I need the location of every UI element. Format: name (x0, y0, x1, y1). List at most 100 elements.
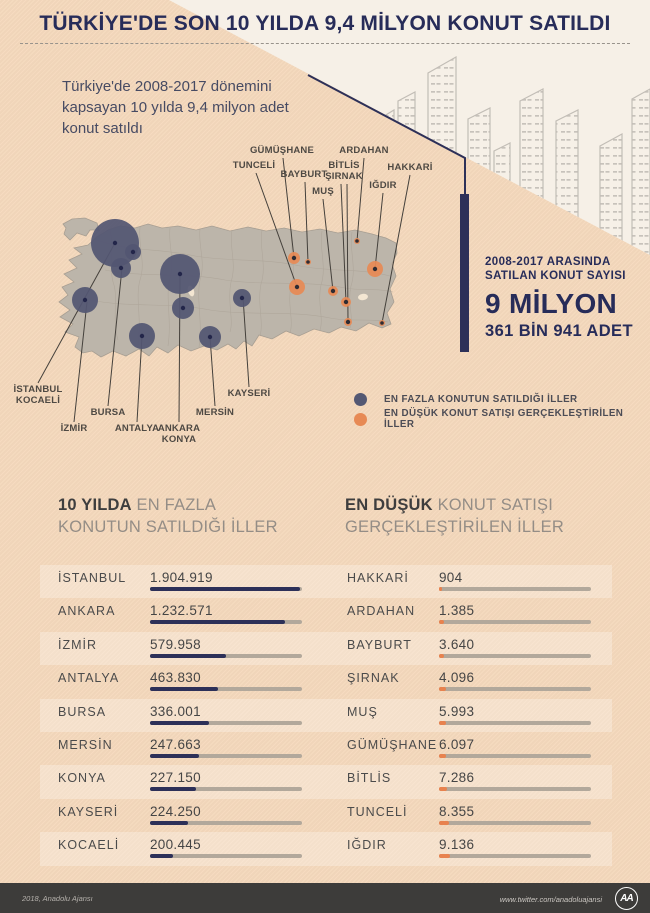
table-row: MUŞ 5.993 (347, 700, 609, 733)
city-bubbles (72, 219, 385, 349)
leader-line-tunceli (255, 172, 298, 288)
row-bar-fill (150, 720, 210, 725)
leader-line-kayseri (242, 296, 250, 388)
lake-van (358, 293, 368, 301)
row-value: 224.250 (150, 803, 201, 819)
row-value: 200.445 (150, 837, 201, 853)
leader-line-gumushane (282, 157, 295, 259)
table-header-least-rest: KONUT SATIŞI (432, 496, 554, 514)
row-value: 3.640 (439, 636, 475, 652)
thrace-region (62, 217, 100, 241)
row-bar-track (439, 854, 591, 859)
table-row: ANTALYA 463.830 (58, 666, 320, 699)
table-row: BURSA 336.001 (58, 700, 320, 733)
leader-line-mus (322, 198, 334, 292)
map-city-label: ANKARA KONYA (157, 423, 201, 445)
pointer-line (307, 74, 466, 194)
table-header-most-line2: KONUTUN SATILDIĞI İLLER (58, 518, 278, 536)
row-city-label: İSTANBUL (58, 571, 127, 585)
table-row: KAYSERİ 224.250 (58, 800, 320, 833)
table-row: İSTANBUL 1.904.919 (58, 566, 320, 599)
bubble-center-dot (118, 265, 124, 271)
row-city-label: TUNCELİ (347, 804, 408, 819)
stat-value-secondary: 361 BİN 941 ADET (485, 322, 633, 340)
row-bar-fill (150, 787, 196, 792)
map-city-label: ARDAHAN (339, 145, 389, 156)
map-city-label: BURSA (90, 407, 126, 418)
map-city-label: GÜMÜŞHANE (249, 145, 315, 156)
table-row: GÜMÜŞHANE 6.097 (347, 733, 609, 766)
bubble-center-dot (343, 299, 349, 305)
row-bar-track (150, 787, 302, 792)
table-row: BAYBURT 3.640 (347, 633, 609, 666)
bubble-center-dot (207, 334, 213, 340)
aa-logo-icon: AA (615, 887, 638, 910)
legend-item-least: EN DÜŞÜK KONUT SATIŞI GERÇEKLEŞTİRİLEN İ… (354, 408, 650, 430)
row-bar-track (439, 720, 591, 725)
row-value: 1.232.571 (150, 603, 213, 619)
map-city-label: BİTLİS ŞIRNAK (325, 160, 363, 182)
row-city-label: ANKARA (58, 604, 116, 619)
table-row: KOCAELİ 200.445 (58, 833, 320, 866)
table-header-least: EN DÜŞÜK KONUT SATIŞI GERÇEKLEŞTİRİLEN İ… (345, 494, 564, 538)
bubble-center-dot (130, 249, 136, 255)
row-bar-fill (439, 720, 446, 725)
table-row: TUNCELİ 8.355 (347, 800, 609, 833)
leader-line-ankara-konya (178, 273, 181, 423)
leader-lines (37, 157, 411, 423)
bubble-center-dot (372, 266, 378, 272)
table-row-stripe (40, 765, 612, 799)
row-value: 4.096 (439, 670, 475, 686)
map-city-label: İZMİR (60, 423, 88, 434)
row-value: 227.150 (150, 770, 201, 786)
row-city-label: BAYBURT (347, 637, 412, 652)
intro-text: Türkiye'de 2008-2017 dönemini kapsayan 1… (62, 78, 289, 137)
table-row: BİTLİS 7.286 (347, 766, 609, 799)
bubble-center-dot (306, 260, 310, 264)
bubble-center-dot (112, 240, 118, 246)
map-city-label: TUNCELİ (232, 160, 276, 171)
footer-url: www.twitter.com/anadoluajansi (499, 895, 602, 904)
map-city-label: BAYBURT (280, 169, 328, 180)
row-value: 904 (439, 570, 463, 585)
leader-line-antalya (136, 335, 143, 423)
row-bar-track (439, 687, 591, 692)
map-city-label: İSTANBUL KOCAELİ (13, 384, 63, 406)
row-bar-track (150, 587, 302, 591)
row-bar-fill (439, 620, 444, 625)
row-value: 247.663 (150, 737, 201, 752)
row-value: 7.286 (439, 770, 475, 786)
table-row: MERSİN 247.663 (58, 733, 320, 766)
row-bar-fill (439, 754, 446, 758)
row-bar-fill (439, 653, 445, 658)
map-city-label: KAYSERİ (227, 388, 271, 399)
bubble-center-dot (239, 295, 245, 301)
row-bar-track (439, 754, 591, 758)
row-bar-track (150, 820, 302, 825)
row-bar-fill (150, 754, 199, 758)
bubble-center-dot (291, 255, 297, 261)
leader-line-bayburt (304, 181, 309, 263)
row-bar-fill (150, 820, 188, 825)
footer-credit: 2018, Anadolu Ajansı (22, 894, 93, 903)
table-row: HAKKARİ 904 (347, 566, 609, 599)
row-city-label: İZMİR (58, 637, 98, 652)
row-city-label: ANTALYA (58, 671, 120, 686)
row-city-label: KONYA (58, 771, 106, 786)
row-city-label: KOCAELİ (58, 838, 120, 853)
row-bar-track (150, 720, 302, 725)
table-row: IĞDIR 9.136 (347, 833, 609, 866)
map-city-label: IĞDIR (369, 180, 397, 191)
row-bar-track (150, 754, 302, 758)
dashed-divider (20, 43, 630, 44)
row-value: 5.993 (439, 703, 475, 719)
footer: 2018, Anadolu Ajansı www.twitter.com/ana… (0, 883, 650, 913)
table-row: ARDAHAN 1.385 (347, 599, 609, 632)
leader-line-ardahan (356, 157, 365, 242)
row-bar-fill (150, 620, 286, 625)
leader-line-bitlis (340, 183, 347, 303)
row-bar-track (150, 653, 302, 658)
bubble-center-dot (180, 305, 186, 311)
